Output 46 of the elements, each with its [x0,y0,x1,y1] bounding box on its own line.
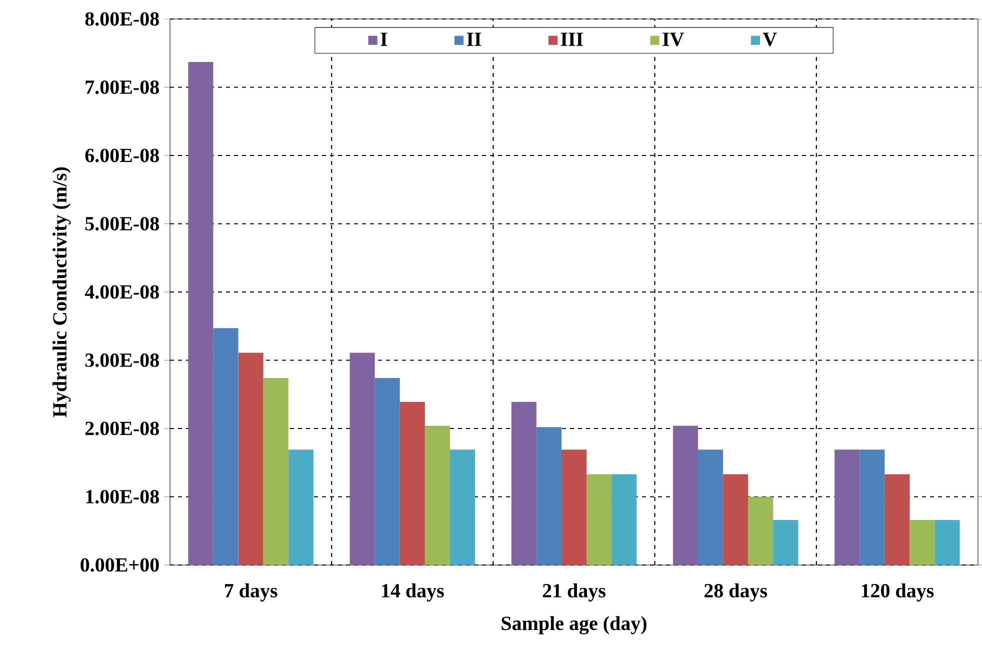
bar [374,378,400,565]
bar [723,474,748,565]
y-tick-label: 8.00E-08 [85,12,159,26]
y-tick-label: 4.00E-08 [84,285,159,299]
y-tick-label: 7.00E-08 [86,80,159,94]
x-tick-label: 28 days [704,583,768,602]
x-tick-label: 21 days [542,583,606,602]
bar [672,426,698,565]
y-tick-label: 2.00E-08 [85,422,159,436]
bar [698,450,724,565]
bar [450,450,476,565]
y-tick-label: 6.00E-08 [85,148,159,162]
legend-label: IV [662,32,684,46]
legend-label: III [560,32,583,46]
bar [424,426,450,565]
bar [884,474,910,565]
legend-label: V [762,32,777,46]
bar [213,328,238,565]
legend-label: II [466,32,482,46]
bar [350,352,375,565]
bar [834,450,860,565]
bar [238,352,264,565]
bar [263,378,288,565]
bar [561,450,587,565]
bar [586,474,612,565]
bar [288,450,314,565]
y-tick-label: 5.00E-08 [85,216,159,231]
x-tick-label: 7 days [225,583,278,602]
x-tick-label: 120 days [862,583,934,602]
bar [400,402,425,565]
bar [773,520,798,565]
y-tick-label: 0.00E+00 [80,558,159,572]
bar [748,496,774,565]
bar [910,520,935,565]
x-axis-title: Sample age (day) [502,616,646,634]
bar [934,520,960,565]
bar [612,474,637,565]
legend-label: I [380,32,388,46]
y-axis-title: Hydraulic Conductivity (m/s) [52,167,71,418]
bar [511,402,536,565]
y-tick-label: 1.00E-08 [86,490,159,504]
bar [536,427,562,565]
bar [188,62,214,565]
bar [860,450,885,565]
y-tick-label: 3.00E-08 [85,353,159,368]
x-tick-label: 14 days [382,583,444,602]
